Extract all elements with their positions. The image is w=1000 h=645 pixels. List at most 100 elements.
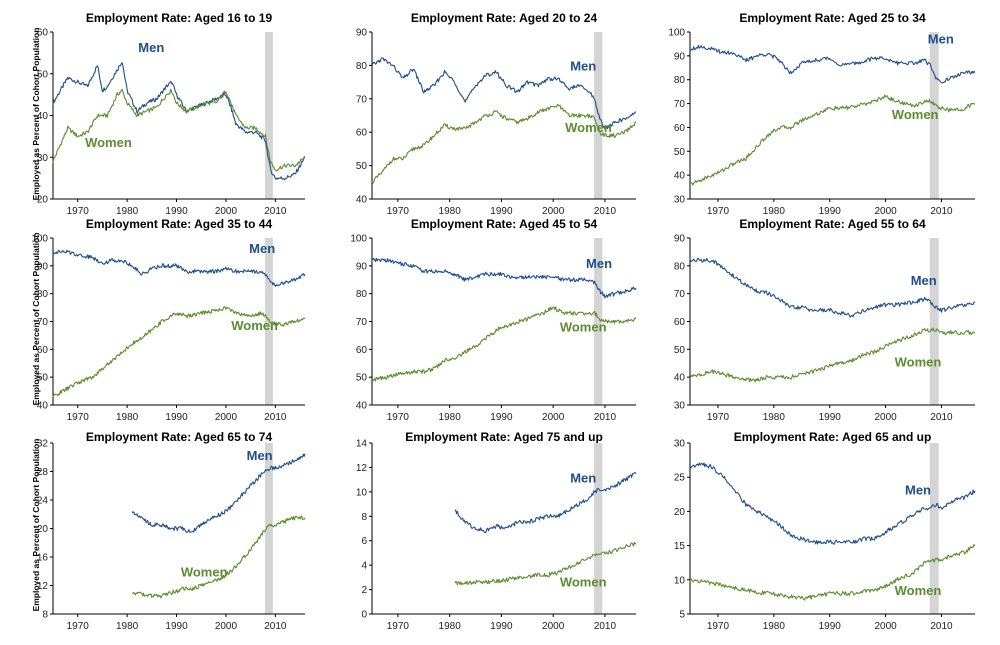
- y-tick-label: 28: [37, 467, 49, 478]
- x-tick-label: 1980: [439, 412, 462, 423]
- y-tick-label: 12: [37, 581, 49, 592]
- recession-band: [264, 32, 273, 199]
- series-label-men: Men: [570, 58, 596, 73]
- x-tick-label: 2010: [594, 621, 617, 632]
- y-tick-label: 70: [674, 99, 686, 110]
- chart-title: Employment Rate: Aged 16 to 19: [86, 11, 273, 25]
- series-line-men: [689, 44, 976, 84]
- series-line-women: [454, 541, 637, 586]
- chart-title: Employment Rate: Aged 65 and up: [734, 430, 932, 444]
- y-tick-label: 70: [356, 317, 368, 328]
- y-tick-label: 40: [356, 401, 368, 412]
- y-tick-label: 70: [37, 317, 49, 328]
- x-tick-label: 1980: [763, 621, 786, 632]
- y-tick-label: 60: [356, 345, 368, 356]
- series-line-men: [454, 471, 637, 534]
- x-tick-label: 2000: [215, 621, 238, 632]
- x-tick-label: 2010: [594, 206, 617, 217]
- y-tick-label: 90: [356, 261, 368, 272]
- y-tick-label: 100: [668, 28, 685, 39]
- y-tick-label: 14: [356, 439, 368, 450]
- y-tick-label: 60: [674, 123, 686, 134]
- chart-panel: Employment Rate: Aged 35 to 44 40 50 60 70 80…: [31, 217, 306, 423]
- chart-title: Employment Rate: Aged 25 to 34: [739, 11, 926, 25]
- y-tick-label: 90: [356, 28, 368, 39]
- y-tick-label: 50: [674, 147, 686, 158]
- y-tick-label: 24: [37, 496, 49, 507]
- y-tick-label: 70: [356, 94, 368, 105]
- series-line-men: [689, 462, 976, 545]
- x-tick-label: 2010: [264, 206, 287, 217]
- series-label-men: Men: [249, 241, 275, 256]
- series-label-women: Women: [895, 355, 942, 370]
- series-line-men: [371, 57, 637, 130]
- recession-band: [594, 238, 603, 405]
- x-tick-label: 2010: [930, 621, 953, 632]
- x-tick-label: 1970: [707, 412, 730, 423]
- y-tick-label: 60: [674, 317, 686, 328]
- y-tick-label: 70: [674, 289, 686, 300]
- y-axis-label-row-1: Employed as Percent of Cohort Population: [31, 28, 41, 201]
- y-tick-label: 12: [356, 463, 368, 474]
- series-line-men: [131, 453, 306, 533]
- series-label-women: Women: [231, 318, 278, 333]
- series-line-men: [689, 257, 975, 318]
- recession-band: [929, 238, 939, 405]
- x-tick-label: 1980: [116, 206, 139, 217]
- y-tick-label: 40: [674, 171, 686, 182]
- x-tick-label: 1970: [707, 621, 730, 632]
- y-tick-label: 40: [37, 111, 49, 122]
- series-line-men: [53, 249, 306, 287]
- series-line-women: [371, 306, 637, 382]
- y-tick-label: 8: [42, 610, 48, 621]
- y-tick-label: 80: [356, 61, 368, 72]
- series-label-women: Women: [181, 564, 228, 579]
- y-tick-label: 100: [31, 234, 48, 245]
- series-label-women: Women: [892, 107, 939, 122]
- y-tick-label: 60: [37, 28, 49, 39]
- series-label-women: Women: [565, 120, 612, 135]
- series-line-women: [689, 327, 976, 383]
- chart-panel: Employment Rate: Aged 65 and up 5 10 15 20 25…: [674, 430, 976, 632]
- x-tick-label: 1990: [819, 621, 842, 632]
- y-axis-label-row-3: Employed as Percent of Cohort Population: [31, 439, 41, 612]
- y-tick-label: 6: [361, 536, 367, 547]
- x-tick-label: 2000: [874, 621, 897, 632]
- x-tick-label: 2010: [264, 412, 287, 423]
- recession-band: [594, 32, 603, 199]
- y-tick-label: 15: [674, 541, 686, 552]
- x-tick-label: 1990: [490, 412, 513, 423]
- y-tick-label: 5: [679, 610, 685, 621]
- chart-title: Employment Rate: Aged 45 to 54: [411, 217, 598, 231]
- series-line-women: [132, 515, 306, 599]
- x-tick-label: 2010: [930, 206, 953, 217]
- chart-title: Employment Rate: Aged 20 to 24: [411, 11, 598, 25]
- series-line-women: [52, 305, 306, 398]
- y-tick-label: 20: [674, 507, 686, 518]
- series-line-men: [371, 257, 637, 299]
- y-tick-label: 40: [674, 373, 686, 384]
- y-axis-label-row-2: Employed as Percent of Cohort Population: [31, 233, 41, 406]
- y-tick-label: 20: [37, 195, 49, 206]
- y-tick-label: 32: [37, 439, 49, 450]
- y-tick-label: 60: [37, 345, 49, 356]
- chart-panel: Employment Rate: Aged 20 to 24 40 50 60 70 80…: [356, 11, 637, 217]
- y-tick-label: 4: [361, 561, 367, 572]
- y-tick-label: 0: [361, 610, 367, 621]
- y-tick-label: 2: [361, 585, 367, 596]
- x-tick-label: 1980: [116, 412, 139, 423]
- series-label-women: Women: [895, 583, 942, 598]
- y-tick-label: 16: [37, 553, 49, 564]
- x-tick-label: 1980: [763, 412, 786, 423]
- series-line-men: [52, 62, 306, 181]
- x-tick-label: 1980: [439, 621, 462, 632]
- x-tick-label: 1990: [490, 206, 513, 217]
- y-tick-label: 30: [674, 401, 686, 412]
- y-tick-label: 50: [37, 69, 49, 80]
- chart-title: Employment Rate: Aged 75 and up: [405, 430, 603, 444]
- chart-panel: Employment Rate: Aged 75 and up 0 2 4 6 8 10 12…: [356, 430, 637, 632]
- y-tick-label: 80: [356, 289, 368, 300]
- chart-panel: Employment Rate: Aged 65 to 74 8 12 16 20 24 2…: [37, 430, 306, 632]
- chart-panel: Employment Rate: Aged 45 to 54 40 50 60 70 80…: [350, 217, 637, 423]
- series-label-men: Men: [905, 482, 931, 497]
